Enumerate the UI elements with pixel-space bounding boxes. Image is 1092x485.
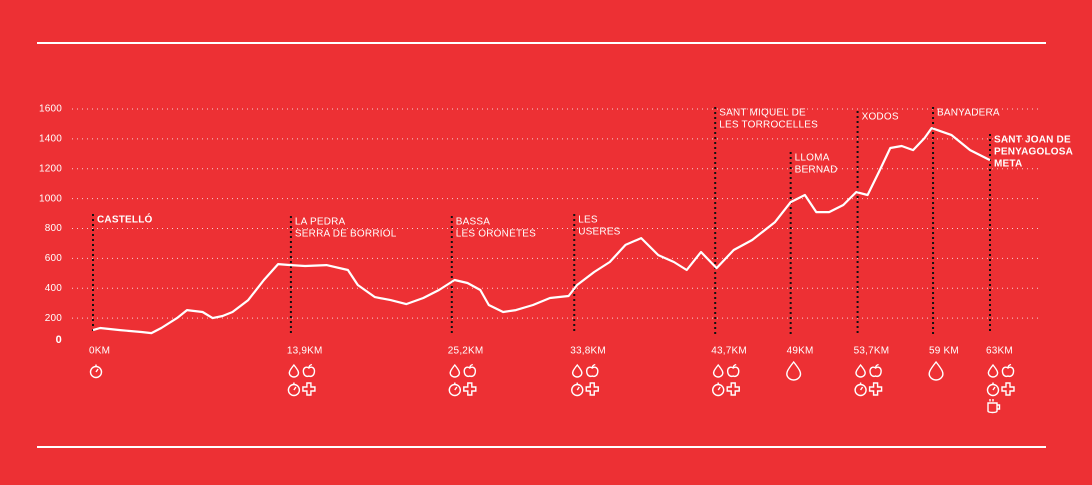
watch-hand — [576, 386, 580, 391]
checkpoint-name: LES ORONETES — [456, 229, 536, 240]
icon-apple — [463, 363, 477, 378]
icon-apple — [869, 363, 882, 378]
checkpoint-name: BANYADERA — [937, 108, 1000, 119]
icon-cross — [585, 382, 599, 396]
icon-bigdrop — [786, 360, 802, 381]
elevation-line — [92, 127, 991, 335]
watch-hand — [293, 386, 297, 391]
y-tick-label: 0 — [56, 334, 62, 346]
watch-hand — [860, 386, 864, 391]
km-label: 13,9KM — [287, 346, 323, 357]
checkpoint-name: LES — [578, 215, 598, 226]
icon-drop — [855, 363, 866, 378]
icon-apple — [302, 363, 316, 378]
cross — [726, 382, 740, 396]
icon-drop — [987, 363, 999, 378]
cross — [585, 382, 599, 396]
watch-hand — [95, 368, 99, 373]
km-label: 43,7KM — [711, 346, 747, 357]
icon-cross — [726, 382, 740, 396]
icon-drop — [571, 363, 583, 378]
km-label: 49KM — [787, 346, 814, 357]
watch-hand — [454, 386, 458, 391]
icon-apple — [1001, 363, 1015, 378]
checkpoint-name: BASSA — [456, 217, 490, 228]
y-tick-label: 800 — [45, 223, 63, 234]
leaf — [469, 363, 473, 369]
y-tick-label: 600 — [45, 253, 63, 264]
icon-cross — [302, 382, 316, 396]
cross — [868, 382, 883, 396]
km-label: 33,8KM — [570, 346, 606, 357]
drop — [288, 363, 300, 378]
y-tick-label: 1200 — [39, 163, 62, 174]
apple — [302, 366, 316, 378]
cross — [463, 382, 477, 396]
icon-watch — [287, 382, 301, 397]
km-label: 59 KM — [929, 346, 959, 357]
checkpoint-name: CASTELLÓ — [97, 213, 153, 226]
drop — [712, 363, 724, 378]
checkpoint-name: SANT MIQUEL DE — [719, 108, 806, 119]
apple — [869, 366, 882, 378]
icon-watch — [571, 382, 584, 397]
drop — [987, 363, 999, 378]
icon-drop — [449, 363, 461, 378]
apple — [586, 366, 599, 378]
watch-hand — [992, 386, 996, 391]
icon-cross — [868, 382, 883, 396]
icon-cross — [463, 382, 477, 396]
cross — [1001, 382, 1015, 396]
checkpoint-name: PENYAGOLOSA — [994, 147, 1073, 158]
y-tick-label: 400 — [45, 283, 63, 294]
y-tick-label: 1600 — [39, 104, 62, 115]
km-label: 53,7KM — [854, 346, 890, 357]
icon-watch — [712, 382, 725, 397]
drop — [571, 363, 583, 378]
icon-watch — [986, 382, 1000, 397]
y-tick-label: 1400 — [39, 134, 62, 145]
checkpoint-name: LA PEDRA — [295, 217, 346, 228]
y-tick-label: 1000 — [39, 193, 62, 204]
icon-drop — [712, 363, 724, 378]
watch-hand — [717, 386, 721, 391]
icon-bigdrop — [928, 360, 944, 381]
checkpoint-name: USERES — [578, 227, 620, 238]
icon-apple — [726, 363, 740, 378]
icon-cup — [987, 399, 1001, 414]
icon-cross — [1001, 382, 1015, 396]
drop — [786, 360, 802, 381]
cup — [987, 399, 1001, 414]
checkpoint-name: LES TORROCELLES — [719, 120, 818, 131]
leaf — [308, 363, 313, 369]
apple — [726, 366, 740, 378]
checkpoint-name: SANT JOAN DE — [994, 135, 1071, 146]
checkpoint-name: SERRA DE BORRIOL — [295, 229, 397, 240]
cross — [302, 382, 316, 396]
km-label: 25,2KM — [448, 346, 484, 357]
km-label: 63KM — [986, 346, 1013, 357]
checkpoint-name: XODOS — [862, 112, 899, 123]
leaf — [591, 363, 596, 369]
icon-watch — [448, 382, 461, 397]
apple — [1001, 366, 1015, 378]
icon-watch — [854, 382, 867, 397]
drop — [449, 363, 461, 378]
checkpoint-name: META — [994, 159, 1022, 170]
checkpoint-name: BERNAD — [795, 165, 838, 176]
icon-watch — [89, 364, 103, 379]
leaf — [732, 363, 737, 369]
checkpoint-name: LLOMA — [795, 153, 830, 164]
apple — [463, 366, 477, 378]
y-tick-label: 200 — [45, 313, 63, 324]
icon-drop — [288, 363, 300, 378]
icon-apple — [586, 363, 599, 378]
leaf — [874, 363, 879, 369]
drop — [928, 360, 944, 381]
leaf — [1007, 363, 1012, 369]
km-label: 0KM — [89, 346, 110, 357]
drop — [855, 363, 866, 378]
